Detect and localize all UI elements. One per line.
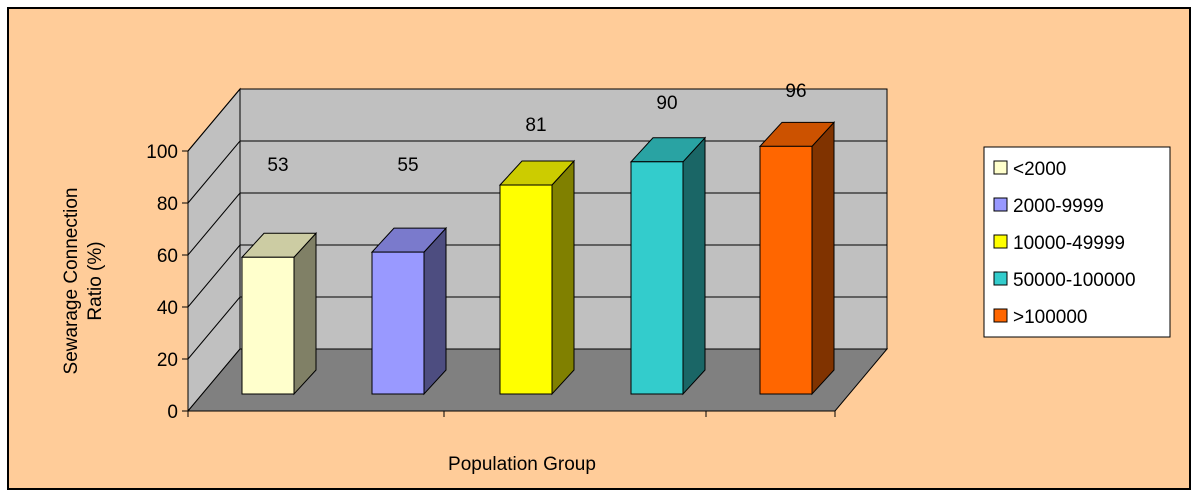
bars-group	[240, 121, 836, 396]
bar-front	[499, 184, 553, 395]
data-label: 90	[656, 93, 677, 114]
y-tick-label: 40	[157, 298, 178, 319]
legend-swatch	[993, 234, 1008, 249]
legend-item-2: 2000-9999	[993, 196, 1104, 217]
bar-4	[629, 136, 707, 396]
bar-front	[371, 251, 425, 395]
y-tick-label: 60	[157, 246, 178, 267]
data-label: 55	[397, 155, 418, 176]
y-tick-label: 0	[167, 402, 178, 423]
bar-side	[293, 231, 317, 396]
bar-5	[758, 121, 836, 396]
y-tick-label: 100	[146, 142, 178, 163]
legend-swatch	[993, 308, 1008, 323]
legend-item-5: >100000	[993, 307, 1088, 328]
legend-item-4: 50000-100000	[993, 270, 1136, 291]
bar-front	[241, 256, 295, 395]
data-label: 81	[525, 115, 546, 136]
y-tick-label: 80	[157, 194, 178, 215]
legend-swatch	[993, 197, 1008, 212]
bar-2	[370, 226, 448, 396]
data-label: 53	[267, 155, 288, 176]
axes-group: Population Group Sewarage Connection Rat…	[61, 142, 836, 475]
bar-3	[498, 159, 576, 396]
legend-item-1: <2000	[993, 159, 1066, 180]
bar-front	[759, 145, 813, 395]
legend-label: 2000-9999	[1013, 196, 1104, 217]
legend-swatch	[993, 160, 1008, 175]
y-axis-title-line-1: Sewarage Connection	[61, 188, 82, 375]
legend-item-3: 10000-49999	[993, 233, 1125, 254]
legend-swatch	[993, 271, 1008, 286]
bar-side	[551, 159, 575, 396]
y-axis-title-line-2: Ratio (%)	[85, 241, 106, 320]
bar-side	[811, 121, 835, 396]
bar-side	[682, 136, 706, 396]
legend: <2000 2000-9999 10000-49999 50000-100000 >10…	[983, 146, 1171, 338]
data-label: 96	[785, 81, 806, 102]
legend-label: <2000	[1013, 159, 1066, 180]
legend-label: >100000	[1013, 307, 1088, 328]
gridline	[187, 88, 887, 152]
bar-front	[630, 161, 684, 395]
bar-side	[423, 226, 447, 396]
data-labels-group: 53 55 81 90 96	[267, 81, 806, 176]
legend-label: 10000-49999	[1013, 233, 1125, 254]
legend-box	[983, 146, 1171, 338]
legend-label: 50000-100000	[1013, 270, 1136, 291]
x-axis-title: Population Group	[448, 454, 596, 475]
bar-1	[240, 231, 318, 396]
y-tick-label: 20	[157, 350, 178, 371]
